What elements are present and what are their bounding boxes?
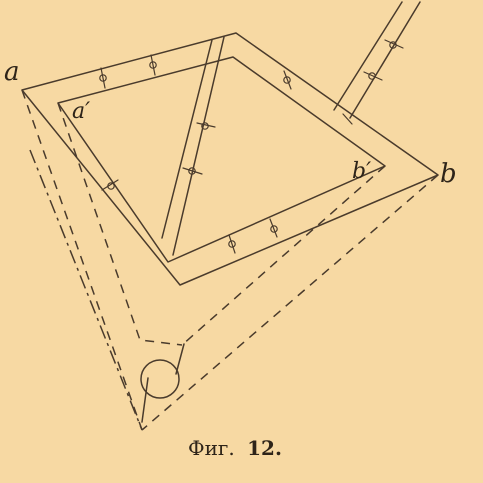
mark-right-join <box>342 113 353 125</box>
mark-right-1 <box>283 70 292 90</box>
figure-caption: Фиг. 12. <box>188 436 282 460</box>
mark-lead-1 <box>384 39 404 49</box>
mark-bottom-2 <box>269 218 278 238</box>
support-rod-b <box>141 174 439 431</box>
cross-wire <box>161 36 225 256</box>
label-b-prime: b′ <box>352 159 371 184</box>
label-b: b <box>440 159 457 189</box>
inner-wire-loop <box>57 56 386 263</box>
coil-loop <box>140 343 185 423</box>
mark-lead-2 <box>363 71 383 81</box>
mark-bottom-1 <box>228 234 236 254</box>
wire-marks <box>99 39 404 254</box>
support-rod-inner-right <box>181 165 386 346</box>
mark-left-1 <box>101 179 119 191</box>
caption-prefix: Фиг. <box>188 436 235 460</box>
mark-top-1 <box>99 67 107 89</box>
mark-cross-2 <box>182 167 203 175</box>
label-a-prime: a′ <box>72 99 90 124</box>
support-rod-a <box>21 89 143 431</box>
label-a: a <box>4 57 20 87</box>
caption-number: 12. <box>247 436 282 460</box>
support-rod-inner-left <box>57 102 183 346</box>
mark-top-2 <box>149 54 157 76</box>
axis-line <box>29 149 143 431</box>
mark-cross-1 <box>196 122 216 130</box>
lead-wires <box>333 1 421 119</box>
